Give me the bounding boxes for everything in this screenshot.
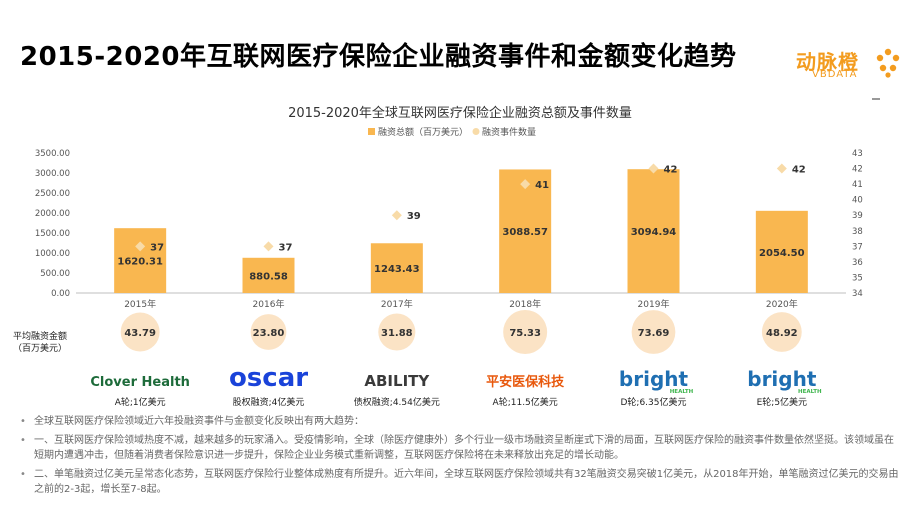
avg-label: 平均融资金额 (13, 330, 67, 342)
company-logo-subtext: HEALTH (670, 389, 694, 395)
logo-text-cn: 动脉橙 (796, 50, 859, 74)
bar (114, 228, 167, 293)
funding-chart: 融资总额（百万美元） 融资事件数量 0.00 500.00 1000.00 1500.00… (13, 126, 863, 408)
bullet-text: 二、单笔融资过亿美元呈常态化态势，互联网医疗保险行业整体成熟度有所提升。近六年间… (34, 469, 899, 495)
company-logo-text: oscar (229, 363, 308, 393)
left-tick-label: 2500.00 (35, 189, 70, 199)
legend-label-point: 融资事件数量 (482, 126, 536, 138)
avg-bubble (120, 312, 160, 352)
legend-swatch-bar (368, 128, 375, 135)
left-tick-label: 1500.00 (35, 229, 70, 239)
right-tick-label: 42 (852, 165, 863, 175)
avg-value-label: 75.33 (509, 328, 541, 339)
event-count-label: 39 (407, 211, 421, 222)
event-count-point (520, 179, 531, 190)
bullet-item: • 二、单笔融资过亿美元呈常态化态势，互联网医疗保险行业整体成熟度有所提升。近六年… (20, 467, 900, 497)
x-tick-label: 2019年 (638, 298, 670, 310)
right-tick-label: 35 (852, 273, 863, 283)
event-count-label: 42 (792, 165, 806, 176)
company-caption: A轮;11.5亿美元 (493, 396, 558, 408)
event-count-point (776, 163, 787, 174)
x-tick-label: 2018年 (509, 298, 541, 310)
company-caption: A轮;1亿美元 (115, 396, 166, 408)
right-tick-label: 38 (852, 227, 863, 237)
avg-bubble (631, 310, 676, 354)
right-tick-label: 40 (852, 196, 863, 206)
legend-swatch-point (472, 128, 480, 135)
right-tick-label: 36 (852, 258, 863, 268)
legend-label-bar: 融资总额（百万美元） (378, 126, 468, 138)
event-count-point (135, 241, 146, 252)
bar-value-label: 880.58 (249, 271, 288, 282)
company-caption: 债权融资;4.54亿美元 (354, 396, 440, 408)
x-tick-label: 2020年 (766, 298, 798, 310)
x-tick-label: 2017年 (381, 298, 413, 310)
left-tick-label: 3000.00 (35, 169, 70, 179)
company-caption: E轮;5亿美元 (757, 396, 807, 408)
right-tick-label: 43 (852, 149, 863, 159)
page-title: 2015-2020年互联网医疗保险企业融资事件和金额变化趋势 (20, 42, 737, 72)
chart-title: 2015-2020年全球互联网医疗保险企业融资总额及事件数量 (288, 106, 632, 121)
event-count-label: 42 (664, 165, 678, 176)
company-logo-text: bright (619, 367, 689, 391)
left-tick-label: 3500.00 (35, 149, 70, 159)
left-tick-label: 1000.00 (35, 249, 70, 259)
x-tick-label: 2016年 (253, 298, 285, 310)
company-logo-text: 平安医保科技 (486, 374, 565, 390)
summary-text: • 全球互联网医疗保险领域近六年投融资事件与金额变化反映出有两大趋势： • 一、互联… (20, 414, 900, 501)
avg-bubble (761, 312, 802, 352)
left-tick-label: 500.00 (40, 269, 70, 279)
company-caption: 股权融资;4亿美元 (233, 396, 305, 408)
event-count-point (263, 241, 274, 252)
flower-logo-icon (876, 48, 900, 78)
x-tick-label: 2015年 (124, 298, 156, 310)
bullet-dot-icon: • (20, 469, 26, 480)
company-logo-text: Clover Health (90, 375, 190, 390)
logo-text-en: VBDATA (812, 69, 858, 80)
right-tick-label: 34 (852, 289, 863, 299)
avg-value-label: 31.88 (381, 328, 413, 339)
bar-value-label: 3094.94 (631, 227, 677, 238)
bullet-text: 一、互联网医疗保险领域热度不减，越来越多的玩家涌入。受疫情影响，全球（除医疗健康… (34, 435, 894, 461)
avg-value-label: 43.79 (124, 328, 156, 339)
bar (370, 243, 423, 293)
company-logo-text: ABILITY (364, 372, 430, 390)
bullet-dot-icon: • (20, 435, 26, 446)
bar-value-label: 1243.43 (374, 264, 420, 275)
avg-bubble (250, 314, 287, 350)
company-logo-subtext: HEALTH (798, 389, 822, 395)
decor-dash (872, 98, 880, 100)
avg-bubble (378, 313, 416, 351)
bar-value-label: 3088.57 (502, 227, 548, 238)
event-count-point (391, 210, 402, 221)
company-caption: D轮;6.35亿美元 (620, 396, 686, 408)
bar (627, 169, 680, 293)
event-count-label: 37 (150, 242, 164, 253)
left-tick-label: 2000.00 (35, 209, 70, 219)
bar (499, 169, 552, 293)
avg-value-label: 23.80 (253, 328, 285, 339)
bar-value-label: 2054.50 (759, 248, 805, 259)
right-tick-label: 41 (852, 180, 863, 190)
event-count-point (648, 163, 659, 174)
avg-value-label: 48.92 (766, 328, 798, 339)
company-logo-text: bright (747, 367, 817, 391)
bar-value-label: 1620.31 (117, 257, 163, 268)
avg-bubble (503, 310, 548, 354)
avg-value-label: 73.69 (638, 328, 670, 339)
left-tick-label: 0.00 (51, 289, 70, 299)
event-count-label: 41 (535, 180, 549, 191)
event-count-label: 37 (279, 242, 293, 253)
bar (755, 210, 808, 293)
bullet-dot-icon: • (20, 416, 26, 427)
avg-unit-label: （百万美元） (13, 342, 67, 354)
vbdata-logo: 动脉橙 VBDATA (796, 46, 900, 82)
right-tick-label: 39 (852, 211, 863, 221)
right-tick-label: 37 (852, 242, 863, 252)
bullet-text: 全球互联网医疗保险领域近六年投融资事件与金额变化反映出有两大趋势： (34, 416, 364, 427)
bullet-item: • 全球互联网医疗保险领域近六年投融资事件与金额变化反映出有两大趋势： (20, 414, 900, 429)
bar (242, 257, 295, 293)
bullet-item: • 一、互联网医疗保险领域热度不减，越来越多的玩家涌入。受疫情影响，全球（除医疗健… (20, 433, 900, 463)
